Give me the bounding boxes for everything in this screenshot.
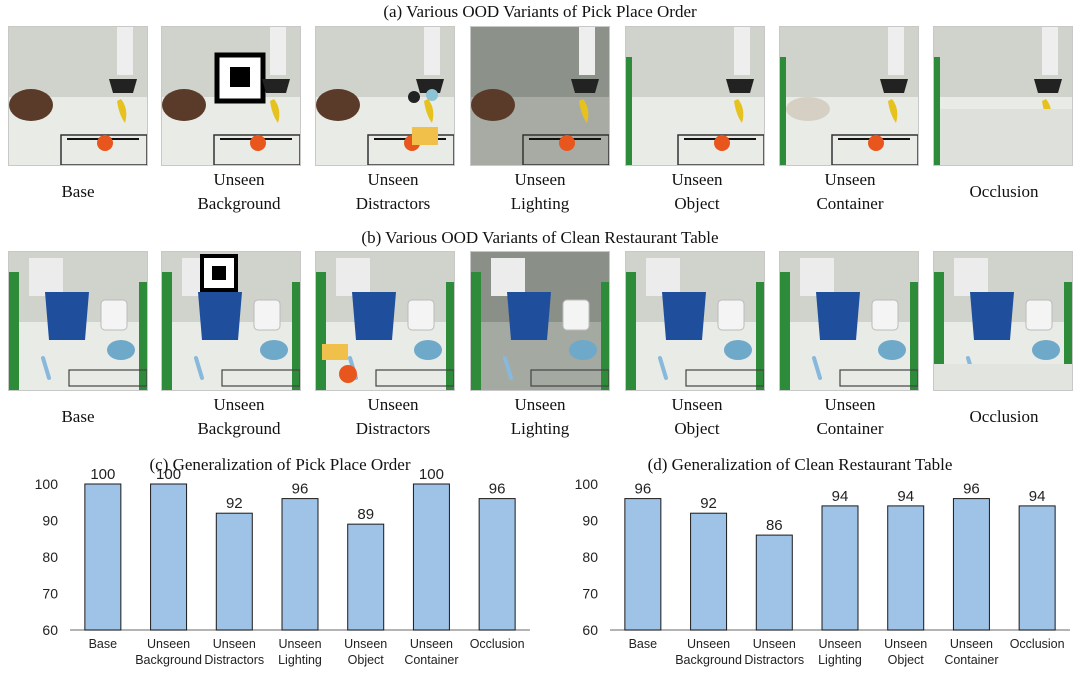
chart-d-y-tick-label: 60	[582, 622, 598, 638]
chart-d-y-tick-label: 70	[582, 586, 598, 602]
chart-d-y-tick-label: 100	[575, 476, 599, 492]
chart-d-bar	[952, 498, 990, 631]
chart-c-bar	[281, 498, 319, 631]
chart-d-category-label: Unseen Background	[675, 637, 742, 667]
chart-d-bar	[755, 534, 793, 631]
chart-d-data-label: 96	[635, 481, 652, 498]
pick-place-caption: Unseen Background	[197, 170, 281, 213]
clean-table-photo	[933, 251, 1073, 391]
chart-c-data-label: 100	[419, 466, 444, 483]
chart-d-data-label: 94	[897, 488, 914, 505]
clean-table-caption: Unseen Distractors	[355, 395, 431, 438]
clean-table-caption: Unseen Lighting	[510, 395, 570, 438]
chart-d-category-label: Unseen Distractors	[744, 637, 804, 667]
chart-c-data-label: 96	[489, 481, 506, 498]
chart-d-data-label: 94	[1029, 488, 1046, 505]
chart-d-bar	[887, 505, 925, 631]
clean-table-photo	[625, 251, 765, 391]
clean-table-photo	[8, 251, 148, 391]
chart-d-data-label: 96	[963, 481, 980, 498]
chart-c-y-tick-label: 70	[42, 586, 58, 602]
chart-d-category-label: Unseen Object	[884, 637, 927, 667]
pick-place-caption: Base	[61, 182, 95, 201]
chart-c-bar	[84, 483, 122, 631]
pick-place-photo	[470, 26, 610, 166]
pick-place-caption: Unseen Distractors	[355, 170, 431, 213]
chart-d-data-label: 94	[832, 488, 849, 505]
clean-table-photo	[470, 251, 610, 391]
chart-d-bar	[624, 498, 662, 631]
chart-d-bar	[1018, 505, 1056, 631]
pick-place-photo	[779, 26, 919, 166]
chart-c-data-label: 89	[357, 506, 374, 523]
chart-d-category-label: Unseen Container	[944, 637, 998, 667]
chart-d-y-tick-label: 90	[582, 513, 598, 529]
chart-c-category-label: Unseen Background	[135, 637, 202, 667]
chart-d-data-label: 92	[700, 495, 717, 512]
clean-table-caption: Occlusion	[969, 407, 1039, 426]
chart-c-title: (c) Generalization of Pick Place Order	[149, 455, 411, 474]
clean-table-caption: Unseen Object	[671, 395, 723, 438]
pick-place-photo	[8, 26, 148, 166]
chart-d-data-label: 86	[766, 517, 783, 534]
chart-c-bar	[347, 523, 385, 631]
chart-c-category-label: Unseen Container	[404, 637, 458, 667]
chart-c-bar	[150, 483, 188, 631]
pick-place-photo	[933, 26, 1073, 166]
chart-c-data-label: 100	[156, 466, 181, 483]
chart-c-y-tick-label: 90	[42, 513, 58, 529]
chart-c-bar	[215, 512, 253, 631]
chart-c-data-label: 96	[292, 481, 309, 498]
chart-c-bar	[478, 498, 516, 631]
pick-place-caption: Occlusion	[969, 182, 1039, 201]
chart-c-category-label: Occlusion	[470, 637, 525, 651]
pick-place-caption: Unseen Lighting	[510, 170, 570, 213]
chart-d: 60 70 80 90 100 96 Base 92 Unseen Background 86 Uns…	[575, 476, 1070, 667]
pick-place-caption: Unseen Container	[816, 170, 884, 213]
pick-place-variants-row: Base Unseen Background Unseen Distractors Uns…	[0, 26, 1080, 226]
clean-table-caption: Base	[61, 407, 95, 426]
pick-place-caption: Unseen Object	[671, 170, 723, 213]
chart-d-category-label: Occlusion	[1010, 637, 1065, 651]
pick-place-photo	[625, 26, 765, 166]
clean-table-photo	[779, 251, 919, 391]
section-b-title: (b) Various OOD Variants of Clean Restau…	[361, 228, 719, 247]
clean-table-caption: Unseen Container	[816, 395, 884, 438]
pick-place-photo	[315, 26, 455, 166]
chart-c-y-tick-label: 60	[42, 622, 58, 638]
clean-table-caption: Unseen Background	[197, 395, 281, 438]
chart-d-y-tick-label: 80	[582, 549, 598, 565]
chart-c-y-tick-label: 80	[42, 549, 58, 565]
pick-place-photo	[161, 26, 301, 166]
chart-c-y-tick-label: 100	[35, 476, 59, 492]
clean-table-photo	[161, 251, 301, 391]
chart-c-bar	[412, 483, 450, 631]
chart-c-category-label: Unseen Lighting	[278, 637, 322, 667]
chart-c-category-label: Unseen Object	[344, 637, 387, 667]
chart-d-bar	[821, 505, 859, 631]
chart-d-category-label: Base	[629, 637, 658, 651]
chart-d-category-label: Unseen Lighting	[818, 637, 862, 667]
chart-d-title: (d) Generalization of Clean Restaurant T…	[647, 455, 953, 474]
clean-table-variants-row: Base Unseen Background Unseen Distractors Uns…	[0, 251, 1080, 451]
chart-c-category-label: Unseen Distractors	[204, 637, 264, 667]
chart-c-category-label: Base	[89, 637, 118, 651]
chart-c: 60 70 80 90 100 100 Base 100 Unseen Background 92 U…	[35, 466, 530, 667]
chart-c-data-label: 92	[226, 495, 243, 512]
chart-c-data-label: 100	[90, 466, 115, 483]
section-a-title: (a) Various OOD Variants of Pick Place O…	[383, 2, 697, 21]
clean-table-photo	[315, 251, 455, 391]
chart-d-bar	[690, 512, 728, 631]
